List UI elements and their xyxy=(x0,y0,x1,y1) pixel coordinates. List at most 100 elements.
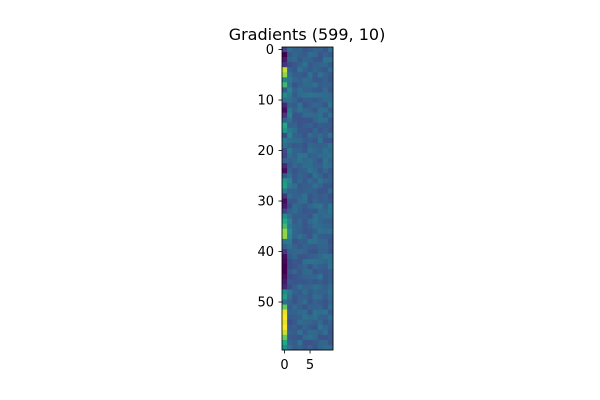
heatmap-cell xyxy=(322,47,329,53)
heatmap-cell xyxy=(317,158,324,164)
heatmap-cell xyxy=(302,324,308,331)
heatmap-cell xyxy=(282,82,288,88)
heatmap-cell xyxy=(317,329,324,336)
heatmap-cell xyxy=(282,127,288,134)
heatmap-cell xyxy=(282,339,288,346)
heatmap-cell xyxy=(317,148,324,154)
heatmap-cell xyxy=(287,127,293,134)
heatmap-cell xyxy=(297,238,303,245)
heatmap-cell xyxy=(282,249,288,255)
heatmap-cell xyxy=(292,148,298,154)
heatmap-cell xyxy=(317,178,324,184)
heatmap-cell xyxy=(312,223,319,230)
heatmap-cell xyxy=(292,259,298,265)
heatmap-cell xyxy=(317,97,324,103)
heatmap-cell xyxy=(312,334,319,341)
heatmap-cell xyxy=(302,112,308,119)
heatmap-cell xyxy=(282,142,288,149)
heatmap-cell xyxy=(287,193,293,199)
heatmap-cell xyxy=(307,339,313,346)
heatmap-cell xyxy=(292,314,298,321)
heatmap-cell xyxy=(317,168,324,174)
heatmap-cell xyxy=(282,57,288,63)
heatmap-cell xyxy=(317,208,324,215)
heatmap-cell xyxy=(287,72,293,78)
heatmap-cell xyxy=(287,57,293,63)
heatmap-cell xyxy=(307,198,313,204)
heatmap-cell xyxy=(322,254,329,260)
heatmap-cell xyxy=(302,122,308,129)
heatmap-cell xyxy=(322,304,329,310)
heatmap-cell xyxy=(307,218,313,225)
heatmap-cell xyxy=(282,299,288,305)
heatmap-cell xyxy=(297,47,303,53)
heatmap-cell xyxy=(292,158,298,164)
heatmap-cell xyxy=(302,52,308,58)
heatmap-cell xyxy=(297,188,303,194)
heatmap-cell xyxy=(307,102,313,108)
heatmap-cell xyxy=(307,269,313,275)
heatmap-cell xyxy=(312,249,319,255)
heatmap-cell xyxy=(327,178,334,184)
heatmap-cell xyxy=(327,148,334,154)
heatmap-cell xyxy=(322,319,329,326)
heatmap-cell xyxy=(282,233,288,240)
heatmap-cell xyxy=(297,304,303,310)
heatmap-cell xyxy=(302,77,308,83)
heatmap-cell xyxy=(312,47,319,53)
heatmap-cell xyxy=(287,77,293,83)
heatmap-cell xyxy=(322,269,329,275)
heatmap-cell xyxy=(297,163,303,169)
heatmap-cell xyxy=(287,102,293,108)
heatmap-cell xyxy=(307,148,313,154)
heatmap-cell xyxy=(297,178,303,184)
heatmap-cell xyxy=(307,319,313,326)
heatmap-cell xyxy=(282,269,288,275)
heatmap-cell xyxy=(287,92,293,98)
heatmap-cell xyxy=(322,314,329,321)
heatmap-cell xyxy=(317,319,324,326)
heatmap-cell xyxy=(317,314,324,321)
heatmap-cell xyxy=(307,142,313,149)
heatmap-cell xyxy=(322,334,329,341)
heatmap-cell xyxy=(282,87,288,93)
heatmap-cell xyxy=(292,284,298,290)
heatmap-cell xyxy=(312,228,319,235)
heatmap-cell xyxy=(317,233,324,240)
heatmap-cell xyxy=(282,254,288,260)
heatmap-cell xyxy=(327,238,334,245)
heatmap-cell xyxy=(282,47,288,53)
axes-frame xyxy=(281,46,334,351)
heatmap-cell xyxy=(302,238,308,245)
heatmap-cell xyxy=(292,97,298,103)
heatmap-cell xyxy=(317,67,324,73)
heatmap-cell xyxy=(327,97,334,103)
heatmap-cell xyxy=(317,294,324,300)
heatmap-cell xyxy=(317,163,324,169)
heatmap-cell xyxy=(282,289,288,295)
heatmap-cell xyxy=(282,107,288,114)
heatmap-cell xyxy=(282,324,288,331)
heatmap-cell xyxy=(292,132,298,139)
heatmap-cell xyxy=(307,62,313,68)
heatmap-cell xyxy=(322,274,329,280)
heatmap-cell xyxy=(307,173,313,179)
heatmap-cell xyxy=(282,314,288,321)
heatmap-cell xyxy=(282,137,288,144)
heatmap-cell xyxy=(322,62,329,68)
heatmap-cell xyxy=(282,208,288,215)
heatmap-cell xyxy=(297,208,303,215)
heatmap-cell xyxy=(327,52,334,58)
heatmap-cell xyxy=(317,82,324,88)
heatmap-cell xyxy=(292,137,298,144)
heatmap-cell xyxy=(287,314,293,321)
heatmap-cell xyxy=(287,249,293,255)
heatmap-cell xyxy=(322,137,329,144)
heatmap-cell xyxy=(322,208,329,215)
heatmap-cell xyxy=(312,329,319,336)
heatmap-cell xyxy=(292,193,298,199)
heatmap-cell xyxy=(307,254,313,260)
heatmap-cell xyxy=(297,339,303,346)
heatmap-cell xyxy=(312,92,319,98)
heatmap-cell xyxy=(312,238,319,245)
